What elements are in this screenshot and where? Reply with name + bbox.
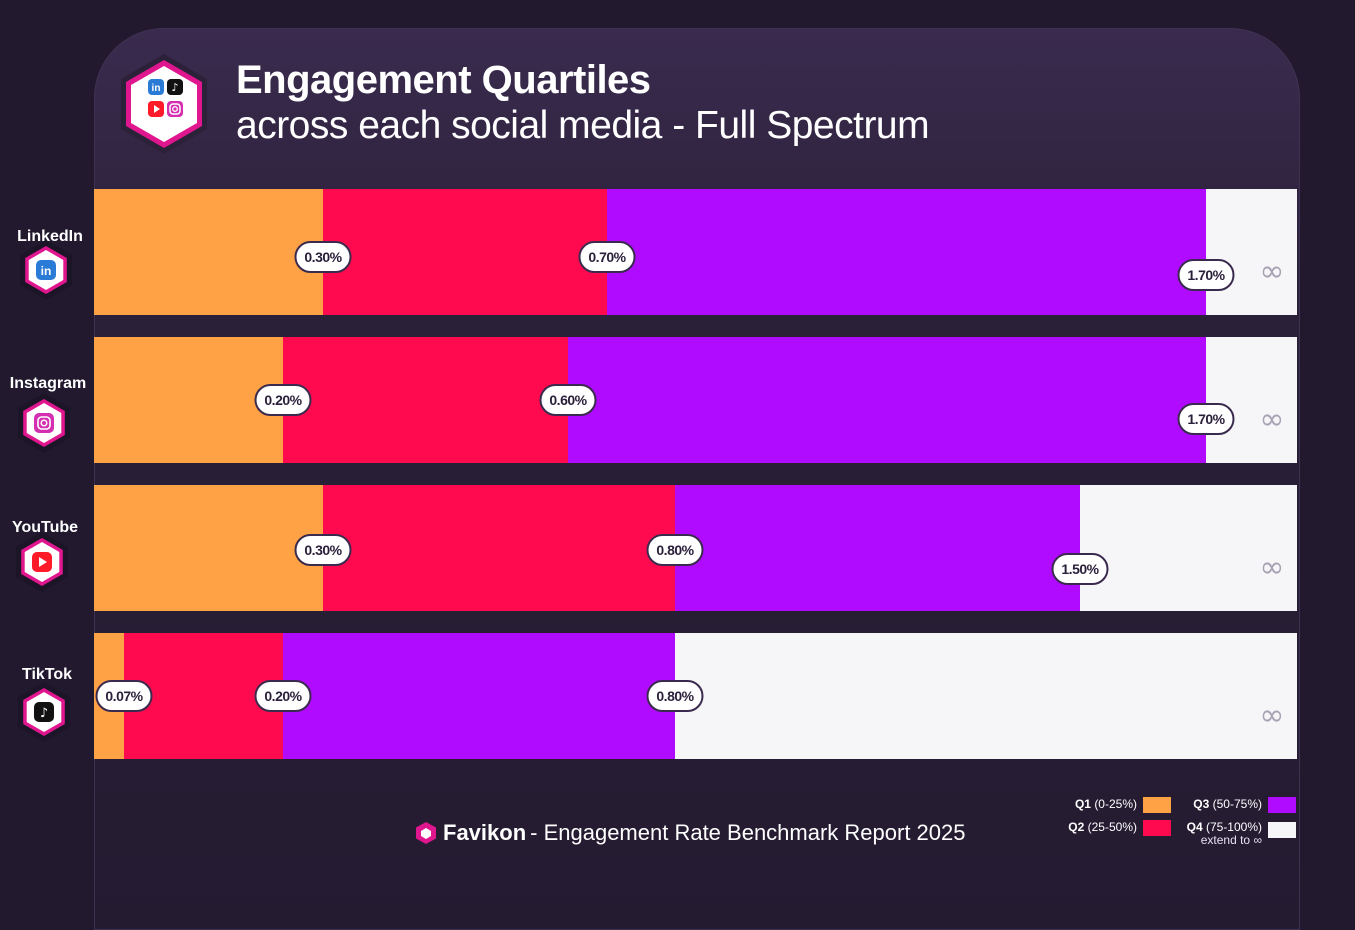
category-label-youtube: YouTube [11,519,79,536]
footer-brand: Favikon [443,820,527,845]
stacked-bar-chart: 0.30% 0.70% 1.70% ∞ in 0.20% 0.60% 1.70% ∞ 0.30% 0… [21,189,1297,759]
infinity-label-youtube: ∞ [1260,550,1285,585]
legend-swatch-q2 [1143,820,1171,836]
data-label-bg [646,680,704,712]
instagram-lens [40,419,48,427]
bar-segment-linkedin-q2 [323,189,607,315]
data-label-youtube-q1: 0.30% [304,542,342,558]
tiktok-icon [167,79,183,95]
legend-swatch-q3 [1268,797,1296,813]
infinity-label-instagram: ∞ [1260,402,1285,437]
category-label-tiktok: TikTok [21,666,73,683]
infinity-label-linkedin: ∞ [1260,254,1285,289]
svg-text:in: in [152,83,161,94]
youtube-glyph [39,557,47,567]
chart-subtitle: across each social media - Full Spectrum [236,104,930,147]
legend-swatch-q4 [1268,822,1296,838]
bar-segment-youtube-q2 [323,485,675,611]
instagram-icon [34,413,54,433]
legend-q1: Q1 (0-25%) [1074,797,1137,811]
footer: Favikon - Engagement Rate Benchmark Repo… [415,820,966,846]
instagram-glyph [37,416,51,430]
bar-segment-linkedin-q3 [607,189,1206,315]
tiktok-glyph: ♪ [40,706,48,721]
bar-segment-tiktok-q4 [675,633,1297,759]
data-label-bg [254,384,312,416]
footer-text: - Engagement Rate Benchmark Report 2025 [530,820,966,845]
bar-segment-instagram-q2 [283,337,568,463]
data-label-linkedin-q1: 0.30% [304,249,342,265]
data-label-linkedin-q3: 1.70% [1187,267,1225,283]
bar-segment-youtube-q4 [1080,485,1297,611]
svg-text:♪: ♪ [171,81,178,94]
bar-segment-youtube-q1 [94,485,323,611]
data-label-bg [578,241,636,273]
category-label-instagram: Instagram [9,375,87,392]
data-label-tiktok-q3: 0.80% [656,688,694,704]
bar-segment-instagram-q4 [1206,337,1297,463]
data-label-bg [294,241,352,273]
linkedin-glyph: in [41,264,52,278]
linkedin-icon [36,260,56,280]
bar-segment-tiktok-q3 [283,633,675,759]
data-label-youtube-q3: 1.50% [1061,561,1099,577]
legend-q4-note: extend to ∞ [1200,833,1262,847]
data-label-bg [254,680,312,712]
category-label-linkedin: LinkedIn [17,228,83,245]
legend-q4: Q4 (75-100%) [1186,820,1262,834]
data-label-youtube-q2: 0.80% [656,542,694,558]
data-label-linkedin-q2: 0.70% [588,249,626,265]
bar-segment-instagram-q3 [568,337,1206,463]
data-label-instagram-q2: 0.60% [549,392,587,408]
bar-segment-linkedin-q4 [1206,189,1297,315]
legend-q3: Q3 (50-75%) [1193,797,1262,811]
data-label-bg [539,384,597,416]
bar-segment-youtube-q3 [675,485,1080,611]
social-media-logo-badge: in ♪ [121,54,207,154]
data-label-bg [294,534,352,566]
data-label-tiktok-q1: 0.07% [105,688,143,704]
chart-panel [94,28,1300,930]
data-label-bg [1177,403,1235,435]
bar-segment-linkedin-q1 [94,189,323,315]
legend-swatch-q1 [1143,797,1171,813]
data-label-bg [95,680,153,712]
favikon-logo-icon [416,822,436,844]
data-label-bg [1177,259,1235,291]
chart-title: Engagement Quartiles [236,58,651,102]
data-label-instagram-q3: 1.70% [1187,411,1225,427]
tiktok-icon [34,702,54,722]
data-label-tiktok-q2: 0.20% [264,688,302,704]
data-label-bg [1051,553,1109,585]
infinity-label-tiktok: ∞ [1260,698,1285,733]
linkedin-icon [148,79,164,95]
data-label-instagram-q1: 0.20% [264,392,302,408]
bar-segment-instagram-q1 [94,337,283,463]
data-label-bg [646,534,704,566]
legend-q2: Q2 (25-50%) [1068,820,1137,834]
